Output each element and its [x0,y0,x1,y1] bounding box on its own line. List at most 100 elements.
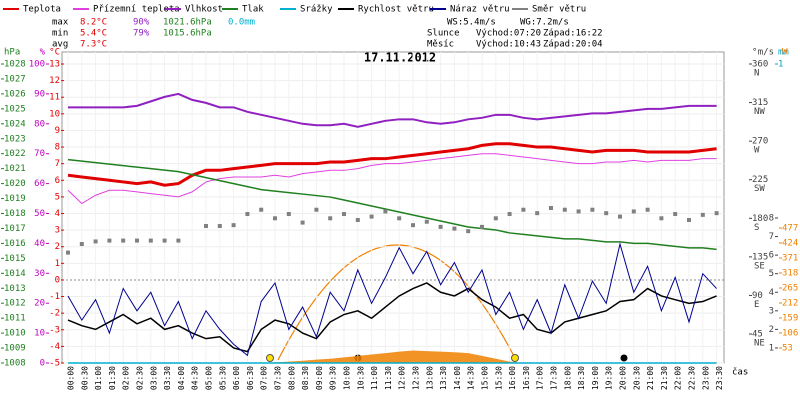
sunset-marker [511,354,519,362]
axis-unit: ° [752,48,757,58]
y-tick-label: 13 [49,60,60,70]
y-tick-label: 371 [782,254,798,264]
y-tick-label: -2 [49,309,60,319]
direction-dot [535,211,540,216]
direction-dot [66,250,70,255]
y-tick-label: -3 [49,325,60,335]
x-tick-label: 09:30 [329,366,338,390]
direction-dot [107,238,112,243]
x-tick-label: 04:00 [177,366,186,390]
direction-dot [645,207,650,212]
y-tick-label: 318 [782,269,798,279]
y-tick-label: 360 [752,60,768,70]
y-tick-label: 4 [769,288,774,298]
legend-label: Rychlost větru [358,5,434,15]
x-tick-label: 14:30 [467,366,476,390]
legend-label: Směr větru [532,5,586,15]
y-tick-label: 135 [752,252,768,262]
y-tick-label: 1021 [4,164,26,174]
direction-dot [93,239,98,244]
axis-unit: % [40,48,46,58]
y-tick-label: 1025 [4,104,26,114]
y-tick-label: 5 [769,269,774,279]
direction-dot [79,242,84,247]
x-tick-label: 07:00 [260,366,269,390]
direction-dot [314,207,319,212]
x-tick-label: 05:00 [205,366,214,390]
legend-label: Přízemní teplota [93,5,180,15]
x-tick-label: 06:30 [246,366,255,390]
y-tick-label: 1008 [4,359,26,369]
x-axis-label: čas [732,367,748,378]
y-tick-label: 106 [782,329,798,339]
x-tick-label: 08:00 [287,366,296,390]
y-tick-label: 60 [34,179,45,189]
direction-dot [507,212,512,217]
direction-dot [700,212,705,217]
stat-hum: 90% [133,18,150,28]
direction-dot [259,207,264,212]
direction-dot [424,219,429,224]
legend-label: Vlhkost [185,5,223,15]
y-tick-label: 1019 [4,194,26,204]
y-tick-label: 0 [40,359,45,369]
x-tick-label: 15:00 [481,366,490,390]
direction-dot [148,238,153,243]
y-tick-label: 1022 [4,149,26,159]
y-tick-label: 6 [769,251,774,261]
x-tick-label: 18:30 [577,366,586,390]
direction-dot [590,207,595,212]
y-tick-label: 1 [769,343,774,353]
compass-label: SW [754,184,765,194]
x-tick-label: 06:00 [232,366,241,390]
compass-label: NE [754,339,765,349]
y-tick-label: -1 [49,292,60,302]
direction-dot [466,229,471,234]
direction-dot [687,218,691,223]
header: max 8.2°C 90% 1021.6hPa 0.0mm min 5.4°C 79% 1015… [52,18,603,50]
x-tick-label: 19:00 [591,366,600,390]
y-tick-label: 270 [752,137,768,147]
y-tick-label: 50 [34,209,45,219]
x-tick-label: 02:30 [136,366,145,390]
x-tick-label: 21:00 [646,366,655,390]
y-tick-label: 1028 [4,60,26,70]
direction-dot [714,211,719,216]
stat-press: 1021.6hPa [163,18,212,28]
compass-label: N [754,69,759,79]
solar-area [68,350,717,363]
y-tick-label: 1011 [4,314,26,324]
y-tick-label: 40 [34,239,45,249]
axis-unit: °C [49,48,60,58]
y-tick-label: 1026 [4,89,26,99]
x-tick-label: 01:00 [94,366,103,390]
y-tick-label: 53 [782,344,793,354]
legend-label: Náraz větru [450,5,510,15]
direction-dot [328,216,333,221]
direction-dot [576,209,581,214]
y-tick-label: 212 [782,299,798,309]
x-tick-label: 20:00 [619,366,628,390]
sun-set: Západ:16:22 [543,29,603,39]
stat-hum: 79% [133,29,150,39]
x-tick-label: 14:00 [453,366,462,390]
direction-dot [562,207,567,212]
y-tick-label: 315 [752,98,768,108]
stat-rain: 0.0mm [228,18,255,28]
y-tick-label: 1009 [4,344,26,354]
x-tick-label: 11:30 [384,366,393,390]
series-line [68,92,717,128]
y-tick-label: 7 [769,232,774,242]
direction-dot [342,212,346,217]
stat-temp: 5.4°C [80,29,107,39]
moonset-marker [620,354,628,362]
x-tick-label: 22:30 [688,366,697,390]
compass-label: NW [754,107,765,117]
moon-rise: Východ:10:43 [476,40,541,50]
direction-dot [549,206,553,211]
direction-dot [355,218,360,223]
direction-dot [480,224,484,229]
direction-dot [135,238,139,243]
direction-dot [659,216,664,221]
stat-temp: 8.2°C [80,18,107,28]
